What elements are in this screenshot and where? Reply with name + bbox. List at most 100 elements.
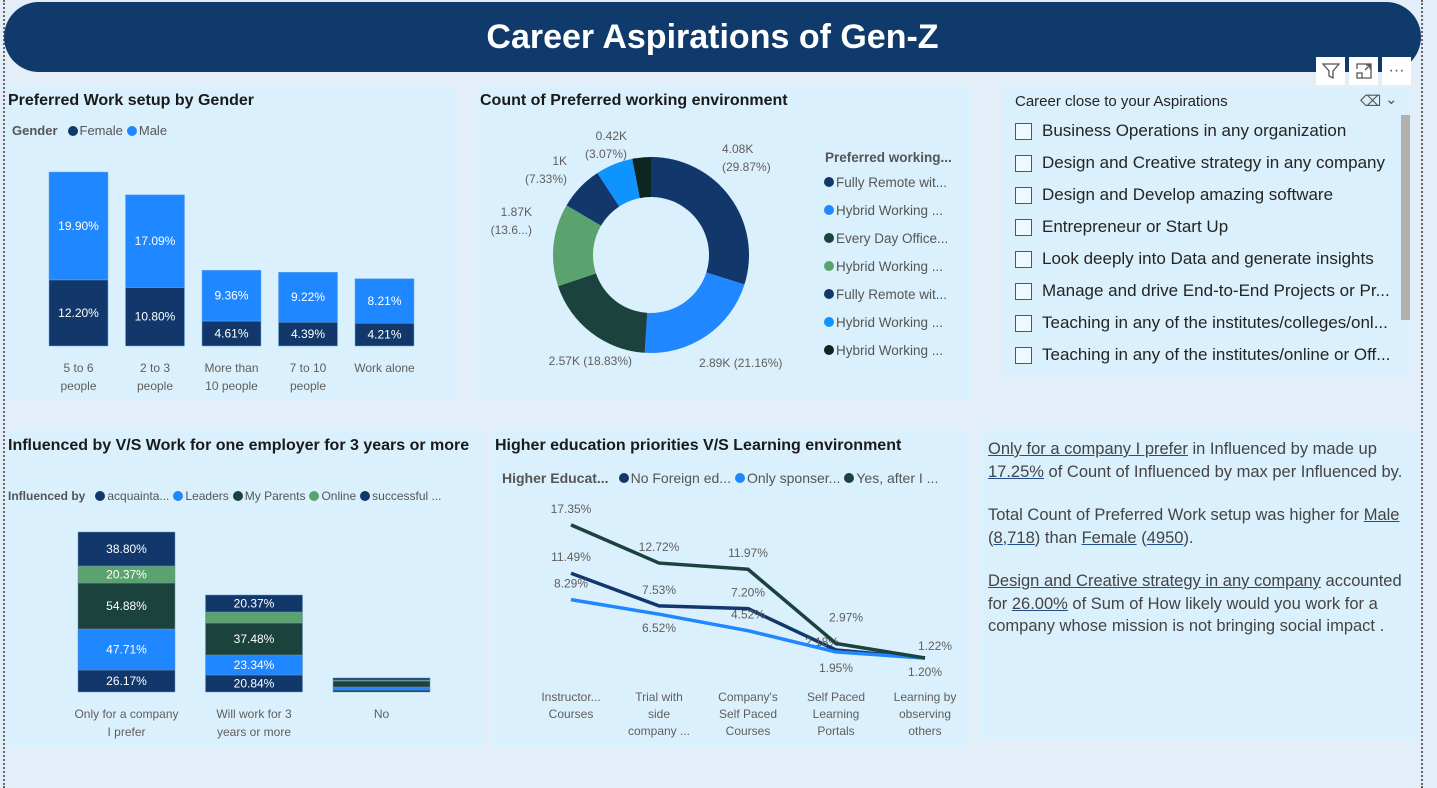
chart-legend: Higher Educat... No Foreign ed... Only spo… bbox=[502, 470, 938, 486]
legend-item[interactable]: Leaders bbox=[185, 489, 229, 503]
x-tick-label: company ... bbox=[628, 724, 690, 738]
slicer-item-label: Design and Develop amazing software bbox=[1042, 185, 1334, 204]
legend-marker bbox=[734, 473, 745, 483]
legend-item: Hybrid Working ... bbox=[836, 203, 943, 218]
checkbox[interactable] bbox=[1015, 186, 1032, 204]
x-tick-label: 10 people bbox=[205, 379, 258, 393]
checkbox[interactable] bbox=[1015, 154, 1032, 172]
canvas-right-border bbox=[1421, 0, 1423, 788]
series-line bbox=[570, 597, 926, 660]
legend-item: Fully Remote wit... bbox=[836, 175, 947, 190]
legend-marker bbox=[824, 205, 834, 215]
legend-item[interactable]: Only sponser... bbox=[746, 470, 841, 486]
data-label: 4.39% bbox=[291, 327, 325, 341]
legend-title: Gender bbox=[12, 123, 58, 138]
bar-segment bbox=[201, 270, 262, 322]
slicer-item[interactable]: Manage and drive End-to-End Projects or … bbox=[1003, 275, 1398, 307]
working-environment-donut-chart[interactable]: Count of Preferred working environment 4… bbox=[477, 85, 972, 400]
donut-slice bbox=[553, 205, 602, 287]
scrollbar[interactable] bbox=[1401, 115, 1410, 320]
x-tick-label: Learning bbox=[813, 707, 860, 721]
title-banner: Career Aspirations of Gen-Z bbox=[4, 2, 1421, 72]
donut-chart-plot: 4.08K (29.87%) Fully Remote wit... 2.89K (2… bbox=[491, 129, 952, 370]
work-setup-by-gender-chart[interactable]: Preferred Work setup by Gender Gender Fem… bbox=[5, 85, 455, 400]
page-title: Career Aspirations of Gen-Z bbox=[486, 17, 939, 56]
legend-marker bbox=[824, 289, 834, 299]
eraser-icon[interactable]: ⌫ bbox=[1360, 93, 1382, 110]
chevron-down-icon[interactable]: ⌄ bbox=[1385, 91, 1398, 108]
slicer-item[interactable]: Design and Develop amazing software bbox=[1003, 179, 1398, 211]
more-options-icon[interactable]: ··· bbox=[1382, 57, 1411, 85]
chart-title: Influenced by V/S Work for one employer … bbox=[8, 437, 470, 454]
checkbox[interactable] bbox=[1015, 122, 1032, 140]
checkbox[interactable] bbox=[1015, 218, 1032, 236]
bar-segment bbox=[205, 594, 303, 613]
data-label: 1.22% bbox=[918, 639, 952, 653]
checkbox[interactable] bbox=[1015, 314, 1032, 332]
x-tick-label: Learning by bbox=[894, 690, 957, 704]
data-label: 4.21% bbox=[367, 328, 401, 342]
higher-education-line-chart[interactable]: Higher education priorities V/S Learning… bbox=[492, 430, 970, 748]
legend-marker bbox=[309, 491, 320, 501]
legend-item[interactable]: Online bbox=[321, 489, 357, 503]
donut-slice bbox=[597, 158, 640, 207]
slicer-item-label: Entrepreneur or Start Up bbox=[1042, 217, 1229, 236]
chart-title: Count of Preferred working environment bbox=[480, 92, 788, 109]
legend-item[interactable]: successful ... bbox=[372, 489, 442, 503]
x-tick-label: side bbox=[648, 707, 670, 721]
focus-mode-icon[interactable] bbox=[1349, 57, 1378, 85]
data-label: 17.09% bbox=[135, 234, 176, 248]
legend-item[interactable]: No Foreign ed... bbox=[630, 470, 731, 486]
filter-icon[interactable] bbox=[1316, 57, 1345, 85]
slicer-item[interactable]: Look deeply into Data and generate insig… bbox=[1003, 243, 1398, 275]
checkbox[interactable] bbox=[1015, 282, 1032, 300]
slicer-item[interactable]: Business Operations in any organization bbox=[1003, 115, 1398, 147]
data-label: 6.52% bbox=[642, 621, 676, 635]
legend-item[interactable]: Yes, after I ... bbox=[856, 470, 939, 486]
data-label: 20.37% bbox=[234, 597, 275, 611]
data-label: 37.48% bbox=[234, 632, 275, 646]
checkbox[interactable] bbox=[1015, 346, 1032, 364]
data-label: 2.97% bbox=[829, 610, 863, 624]
slicer-item-label: Business Operations in any organization bbox=[1042, 121, 1347, 140]
visual-header: ··· bbox=[1316, 57, 1411, 85]
data-label: 11.97% bbox=[728, 546, 768, 560]
x-tick-label: Portals bbox=[817, 724, 854, 738]
legend-marker bbox=[126, 125, 137, 136]
legend-item[interactable]: acquainta... bbox=[107, 489, 170, 503]
legend-item: Hybrid Working ... bbox=[836, 259, 943, 274]
bar-segment bbox=[205, 622, 303, 656]
legend-marker bbox=[618, 473, 629, 483]
legend-marker bbox=[824, 233, 834, 243]
data-label: 11.49% bbox=[551, 550, 591, 564]
line-chart-plot: 11.49%7.53% 7.20%2.18%8.29%6.52%4.52%1.95… bbox=[541, 502, 957, 738]
canvas-left-border bbox=[3, 0, 5, 788]
slicer-list: Business Operations in any organization D… bbox=[1003, 115, 1398, 371]
x-tick-label: others bbox=[908, 724, 941, 738]
slicer-item[interactable]: Entrepreneur or Start Up bbox=[1003, 211, 1398, 243]
data-label: 4.61% bbox=[214, 327, 248, 341]
checkbox[interactable] bbox=[1015, 250, 1032, 268]
legend-marker bbox=[844, 473, 855, 483]
x-tick-label: 2 to 3 bbox=[140, 361, 170, 375]
data-label: 2.89K (21.16%) bbox=[699, 356, 782, 370]
stacked-bar-plot: 26.17% 47.71% 54.88% 20.37% 38.80% Only for a… bbox=[74, 531, 431, 739]
legend-marker bbox=[824, 177, 834, 187]
chart-legend: Gender Female Male bbox=[12, 123, 167, 138]
legend-item: Fully Remote wit... bbox=[836, 287, 947, 302]
legend-item[interactable]: My Parents bbox=[244, 489, 306, 503]
data-label: 4.08K bbox=[722, 142, 753, 156]
legend-item: Hybrid Working ... bbox=[836, 315, 943, 330]
slicer-item[interactable]: Teaching in any of the institutes/online… bbox=[1003, 339, 1398, 371]
slicer-item[interactable]: Teaching in any of the institutes/colleg… bbox=[1003, 307, 1398, 339]
slicer-item-label: Teaching in any of the institutes/online… bbox=[1042, 345, 1391, 364]
bar-segment bbox=[77, 628, 176, 671]
data-label: 26.17% bbox=[106, 674, 147, 688]
data-label: 7.20% bbox=[731, 586, 765, 600]
influenced-by-chart[interactable]: Influenced by V/S Work for one employer … bbox=[5, 430, 485, 748]
legend-item[interactable]: Male bbox=[138, 123, 168, 138]
series-line bbox=[570, 523, 926, 660]
slicer-item[interactable]: Design and Creative strategy in any comp… bbox=[1003, 147, 1398, 179]
legend-item[interactable]: Female bbox=[79, 123, 123, 138]
x-tick-label: Will work for 3 bbox=[216, 707, 292, 721]
